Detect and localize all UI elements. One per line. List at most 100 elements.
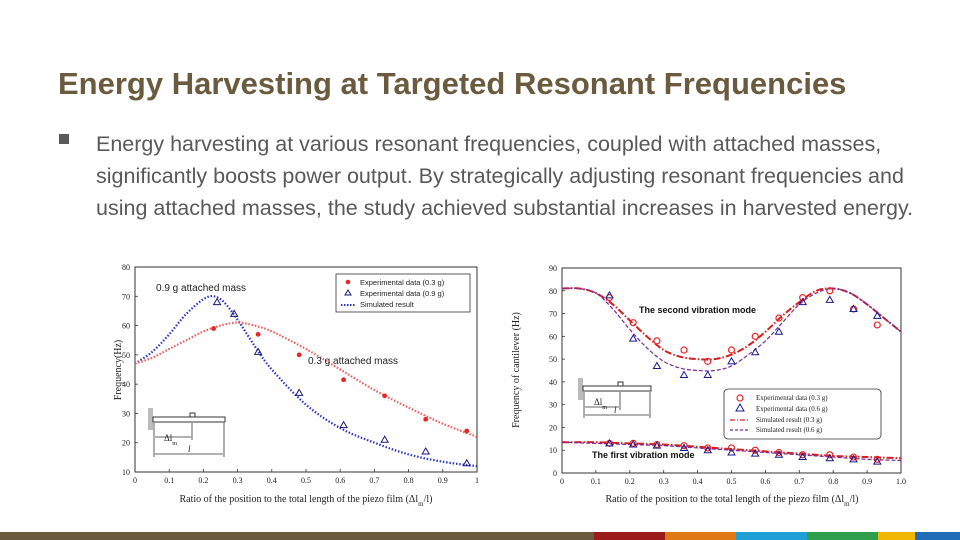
x-tick-label: 0.2 — [198, 476, 208, 485]
data-point — [211, 326, 217, 331]
x-tick-label: 0.2 — [625, 477, 635, 486]
data-point — [751, 446, 759, 454]
data-point — [750, 347, 760, 356]
y-tick-label: 70 — [549, 310, 557, 319]
y-tick-label: 30 — [122, 409, 130, 418]
data-point — [296, 352, 302, 358]
data-point — [826, 451, 834, 459]
data-point — [423, 416, 429, 422]
svg-text:Experimental data (0.3 g): Experimental data (0.3 g) — [360, 278, 445, 287]
data-point — [652, 361, 662, 369]
data-point — [775, 448, 783, 457]
y-tick-label: 50 — [549, 355, 557, 364]
x-tick-label: 0.6 — [760, 477, 770, 486]
y-tick-label: 30 — [549, 401, 557, 410]
left-legend: Experimental data (0.3 g) Experimental d… — [335, 273, 471, 313]
annotation-second-mode: The second vibration mode — [639, 305, 756, 315]
y-tick-label: 80 — [122, 263, 130, 272]
left-y-axis-label: Frequency(Hz) — [113, 340, 124, 401]
data-point — [679, 370, 689, 379]
data-point — [703, 370, 713, 379]
data-point — [652, 441, 662, 449]
y-tick-label: 80 — [549, 287, 557, 296]
y-tick-label: 20 — [122, 439, 130, 448]
left-chart-svg: 0 0.1 0.2 0.3 0.4 0.5 0.6 0.7 0.8 0.9 1 10 20 30 40 50 6… — [108, 258, 488, 510]
y-tick-label: 60 — [549, 332, 557, 341]
data-point — [750, 449, 760, 457]
data-point — [873, 321, 881, 329]
x-tick-label: 0.4 — [693, 477, 703, 486]
data-point — [255, 331, 261, 337]
slide-body-text: Energy harvesting at various resonant fr… — [96, 132, 914, 220]
data-point — [680, 346, 688, 354]
series-line-3 — [134, 321, 478, 438]
right-legend: Experimental data (0.3 g) Experimental d… — [723, 388, 882, 440]
x-tick-label: 0.1 — [164, 476, 174, 485]
data-point — [799, 451, 807, 459]
right-chart-svg: 0 0.1 0.2 0.3 0.4 0.5 0.6 0.7 0.8 0.9 1.0 0 10 20 30 40… — [506, 258, 910, 510]
x-tick-label: 0.9 — [438, 476, 448, 485]
slide-title: Energy Harvesting at Targeted Resonant F… — [58, 66, 847, 101]
x-tick-label: 1 — [475, 476, 479, 485]
y-tick-label: 70 — [122, 292, 130, 301]
data-point — [341, 377, 347, 383]
y-tick-label: 0 — [553, 469, 557, 478]
frequency-of-cantilever-chart-right: 0 0.1 0.2 0.3 0.4 0.5 0.6 0.7 0.8 0.9 1.0 0 10 20 30 40… — [506, 258, 910, 510]
right-inset-cantilever: Δlm l — [578, 378, 652, 418]
data-point — [605, 438, 614, 447]
data-point — [294, 388, 304, 396]
annotation-first-mode: The first vibration mode — [592, 450, 695, 460]
x-tick-label: 0.8 — [404, 476, 414, 485]
y-tick-label: 10 — [549, 446, 557, 455]
data-point — [704, 444, 712, 452]
y-tick-label: 40 — [122, 380, 130, 389]
footer-bar-segment — [878, 532, 915, 540]
data-point — [628, 440, 638, 448]
data-point — [339, 420, 348, 429]
footer-bar-segment — [807, 532, 878, 540]
footer-bar-segment — [594, 532, 665, 540]
svg-text:Experimental data (0.9 g): Experimental data (0.9 g) — [360, 289, 445, 298]
data-point — [421, 447, 431, 455]
data-point — [462, 458, 472, 467]
x-tick-label: 0.8 — [828, 477, 838, 486]
data-point — [826, 287, 834, 295]
data-point — [849, 304, 858, 312]
svg-text:l: l — [188, 444, 191, 454]
data-point — [872, 311, 882, 319]
footer-bar-segment — [665, 532, 736, 540]
data-point — [653, 337, 661, 345]
data-point — [799, 294, 807, 302]
x-tick-label: 0.7 — [794, 477, 804, 486]
data-point — [704, 357, 712, 365]
data-point — [605, 290, 614, 299]
data-point — [212, 297, 222, 306]
x-tick-label: 0.4 — [267, 476, 277, 485]
data-point — [464, 428, 470, 434]
data-point — [703, 445, 713, 454]
left-x-axis-label: Ratio of the position to the total lengt… — [180, 494, 433, 508]
data-point — [825, 453, 835, 462]
svg-text:Experimental data (0.6 g): Experimental data (0.6 g) — [756, 405, 828, 413]
data-point — [798, 297, 808, 306]
data-point — [380, 435, 390, 443]
data-point — [253, 347, 263, 355]
data-point — [628, 334, 638, 342]
x-tick-label: 0.9 — [862, 477, 872, 486]
data-point — [872, 457, 882, 465]
frequency-vs-position-chart-left: 0 0.1 0.2 0.3 0.4 0.5 0.6 0.7 0.8 0.9 1 10 20 30 40 50 6… — [108, 258, 488, 510]
data-point — [873, 455, 881, 463]
data-point — [229, 309, 239, 317]
y-tick-label: 10 — [122, 468, 130, 477]
x-tick-label: 0.3 — [659, 477, 669, 486]
data-point — [849, 454, 858, 463]
data-point — [727, 448, 736, 456]
right-x-axis-label: Ratio of the position to the total lengt… — [606, 494, 859, 508]
svg-text:l: l — [614, 405, 617, 415]
series-line-4 — [561, 441, 902, 460]
x-tick-label: 0.5 — [727, 477, 737, 486]
data-point — [629, 319, 637, 327]
y-tick-label: 40 — [549, 378, 557, 387]
svg-text:Simulated result: Simulated result — [360, 300, 415, 309]
right-y-axis-label: Frequency of cantilever (Hz) — [511, 312, 522, 428]
